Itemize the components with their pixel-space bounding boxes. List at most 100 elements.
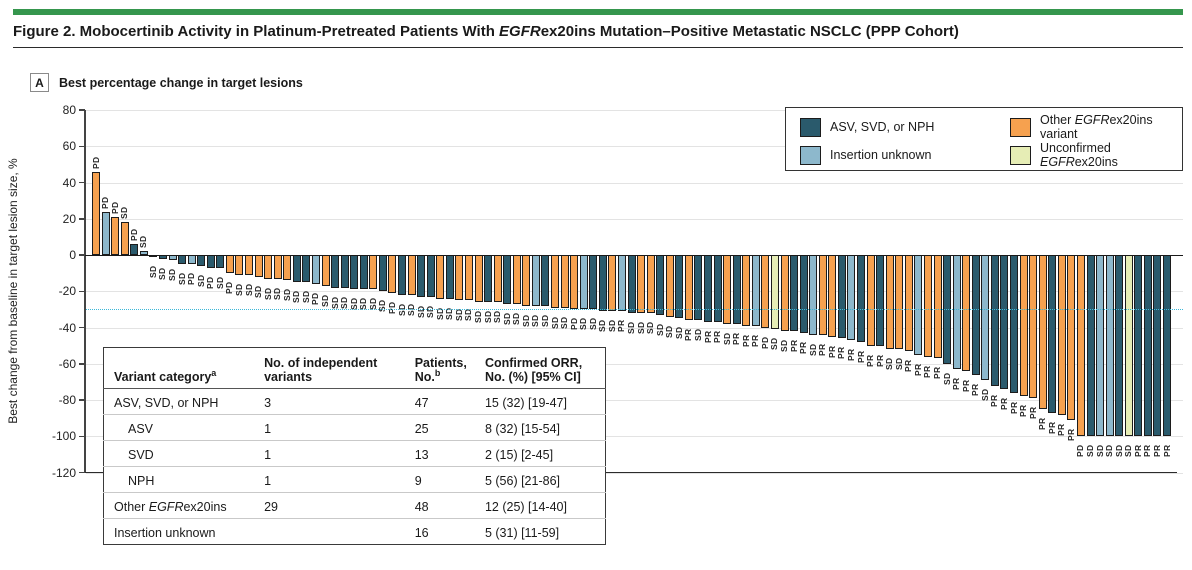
waterfall-bar — [770, 255, 779, 330]
y-tick-label: 0 — [69, 248, 76, 262]
response-label: PR — [1008, 401, 1019, 414]
waterfall-bar — [933, 255, 942, 359]
table-cell: 29 — [254, 492, 405, 519]
response-label: SD — [664, 325, 675, 338]
response-label: PR — [970, 383, 981, 396]
table-cell: ASV, SVD, or NPH — [103, 388, 255, 415]
waterfall-bar — [790, 255, 799, 332]
waterfall-bar — [1038, 255, 1047, 410]
gridline — [86, 182, 1183, 184]
waterfall-bar — [627, 255, 636, 313]
y-tick-mark — [79, 290, 85, 292]
response-label: SD — [884, 357, 895, 371]
waterfall-bar — [101, 211, 110, 255]
waterfall-bar — [857, 255, 865, 342]
response-label: SD — [119, 206, 130, 220]
legend-swatch-icon — [1010, 117, 1031, 137]
table-cell: 3 — [254, 388, 405, 415]
waterfall-bar — [914, 255, 923, 355]
legend-item: Unconfirmed EGFRex20ins — [1010, 141, 1182, 169]
waterfall-bar — [311, 255, 320, 284]
response-label: SD — [1085, 444, 1095, 458]
chart-legend: ASV, SVD, or NPH Other EGFRex20ins varian… — [785, 107, 1183, 171]
response-label: SD — [339, 296, 350, 309]
legend-label: Other EGFRex20ins variant — [1040, 113, 1153, 141]
response-label: PR — [1151, 444, 1162, 458]
table-cell: 5 (56) [21-86] — [474, 466, 606, 493]
y-tick-mark — [79, 363, 85, 365]
waterfall-bar — [684, 255, 693, 321]
waterfall-bar — [283, 255, 292, 281]
response-label: PR — [616, 319, 627, 333]
response-label: PD — [224, 281, 235, 295]
gridline — [86, 400, 1183, 401]
y-tick-label: -120 — [51, 465, 76, 480]
waterfall-bar — [388, 255, 397, 294]
waterfall-bar — [598, 255, 607, 312]
waterfall-bar — [608, 255, 617, 312]
response-label: PR — [798, 341, 809, 354]
waterfall-bar — [885, 255, 894, 350]
waterfall-bar — [617, 255, 626, 312]
y-tick-mark — [79, 471, 85, 474]
legend-label: Unconfirmed EGFRex20ins — [1040, 141, 1118, 169]
waterfall-bar — [512, 255, 521, 304]
waterfall-bar — [923, 255, 932, 357]
waterfall-bar — [541, 255, 550, 306]
green-accent-bar — [13, 9, 1183, 15]
gridline — [86, 436, 1183, 438]
zero-baseline — [85, 254, 1183, 256]
response-label: PD — [1075, 444, 1086, 458]
waterfall-bar — [292, 255, 301, 283]
response-label: PR — [989, 394, 1000, 407]
waterfall-bar — [120, 222, 129, 255]
response-label: PR — [731, 332, 742, 345]
figure-title: Figure 2. Mobocertinib Activity in Plati… — [13, 23, 959, 40]
y-tick-label: 80 — [62, 103, 76, 117]
response-label: SD — [492, 310, 503, 324]
response-label: SD — [167, 269, 177, 282]
waterfall-bar — [369, 255, 378, 290]
waterfall-bar — [637, 255, 646, 313]
table-header-cell: Variant categorya — [103, 347, 255, 389]
table-cell: 9 — [404, 466, 475, 493]
response-label: SD — [320, 294, 330, 307]
waterfall-bar — [1067, 255, 1076, 420]
waterfall-bar — [981, 255, 990, 381]
waterfall-bar — [407, 255, 416, 295]
waterfall-bar — [474, 255, 483, 303]
waterfall-bar — [216, 255, 225, 268]
response-label: SD — [1104, 444, 1115, 458]
legend-item: Insertion unknown — [800, 145, 1010, 165]
panel-a-label: A — [30, 73, 49, 92]
y-tick-mark — [79, 145, 85, 147]
waterfall-bar — [426, 255, 435, 297]
waterfall-bar — [1143, 255, 1152, 437]
orr-summary-table: Variant categorya No. of independent vari… — [103, 347, 606, 545]
waterfall-bar — [895, 255, 904, 350]
response-label: SD — [272, 287, 283, 300]
table-cell: 48 — [404, 492, 475, 519]
response-label: PR — [1161, 444, 1172, 458]
waterfall-bar — [589, 255, 598, 310]
legend-swatch-icon — [1010, 145, 1031, 165]
waterfall-bar — [302, 255, 311, 283]
response-label: SD — [463, 308, 474, 322]
waterfall-bar — [570, 255, 579, 310]
table-row: ASV, SVD, or NPH 3 47 15 (32) [19-47] — [103, 388, 606, 415]
response-label: SD — [769, 337, 780, 351]
response-label: SD — [559, 316, 570, 329]
waterfall-bar — [1115, 255, 1124, 437]
response-label: PD — [186, 272, 197, 286]
waterfall-bar — [111, 216, 120, 255]
response-label: SD — [692, 328, 703, 342]
waterfall-bar — [560, 255, 569, 308]
response-label: PR — [951, 377, 962, 391]
table-cell: 12 (25) [14-40] — [474, 492, 606, 519]
waterfall-bar — [254, 255, 263, 277]
y-tick-mark — [79, 254, 85, 256]
legend-label: Insertion unknown — [830, 148, 932, 162]
response-label: SD — [157, 267, 168, 280]
waterfall-bar — [92, 171, 100, 255]
y-tick-mark — [79, 399, 85, 401]
